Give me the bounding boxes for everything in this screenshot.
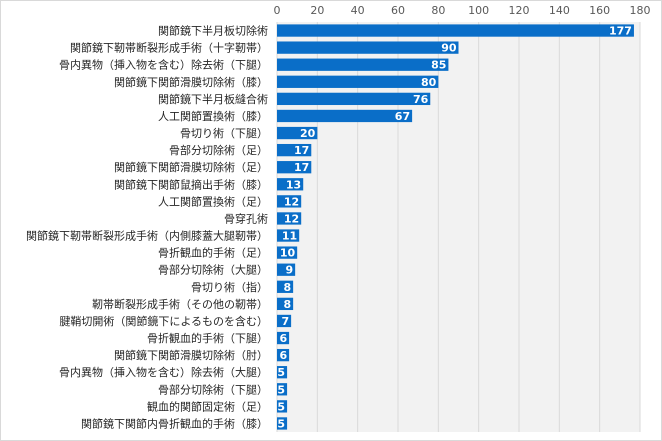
category-label: 骨折観血的手術（足） [158,246,268,260]
category-label: 骨内異物（挿入物を含む）除去術（大腿） [59,365,268,379]
x-tick-label: 20 [310,4,324,17]
bar [277,126,318,140]
data-label: 11 [282,230,297,243]
category-label: 関節鏡下半月板切除術 [158,24,268,38]
bar [277,109,413,123]
bar [277,178,304,191]
bar [277,41,459,54]
data-label: 67 [395,110,410,123]
bar [277,400,288,413]
bar [277,24,634,37]
category-label: 人工関節置換術（膝） [158,109,268,123]
category-label: 関節鏡下関節内骨折観血的手術（膝） [81,416,268,430]
bar [277,229,300,242]
data-label: 85 [431,59,446,72]
data-label: 12 [284,212,299,225]
bar [277,161,312,174]
data-label: 13 [286,178,301,191]
data-label: 20 [300,127,316,140]
bar [277,331,290,345]
data-label: 6 [279,332,287,345]
category-label: 骨部分切除術（大腿） [158,263,268,277]
bar [277,58,449,71]
bar [277,314,292,328]
data-label: 6 [279,349,287,362]
data-label: 5 [277,417,285,430]
x-tick-label: 40 [351,4,365,17]
category-label: 腱鞘切開術（関節鏡下によるものを含む） [59,314,268,328]
bar [277,383,288,396]
category-label: 関節鏡下関節滑膜切除術（足） [114,160,268,174]
bar [277,92,431,106]
data-label: 5 [277,366,285,379]
category-label: 骨内異物（挿入物を含む）除去術（下腿） [59,58,268,72]
x-tick-label: 100 [468,4,489,17]
data-label: 17 [294,161,309,174]
data-label: 90 [441,42,457,55]
bar [277,366,288,379]
x-tick-label: 80 [431,4,445,17]
category-label: 観血的関節固定術（足） [147,399,268,413]
category-label: 関節鏡下関節滑膜切除術（肘） [114,348,268,362]
category-label: 骨切り術（下腿） [180,127,268,140]
x-tick-label: 160 [589,4,610,17]
data-label: 9 [285,264,293,277]
bar [277,417,288,430]
category-label: 骨切り術（指） [191,280,268,294]
bar [277,348,290,362]
x-tick-label: 120 [509,4,530,17]
bar [277,280,294,293]
data-label: 76 [413,93,429,106]
data-label: 7 [281,315,289,328]
bar [277,297,294,311]
category-label: 関節鏡下半月板縫合術 [158,92,268,106]
category-label: 靭帯断裂形成手術（その他の靭帯） [92,297,268,311]
category-label: 関節鏡下関節鼠摘出手術（膝） [114,177,268,191]
x-tick-label: 140 [549,4,570,17]
category-label: 人工関節置換術（足） [158,194,268,208]
category-label: 関節鏡下靭帯断裂形成手術（十字靭帯） [70,41,268,55]
bar [277,75,439,88]
category-label: 関節鏡下関節滑膜切除術（膝） [114,75,268,89]
bar [277,143,312,157]
bar [277,195,302,208]
data-label: 12 [284,195,299,208]
category-label: 骨折観血的手術（下腿） [147,331,268,345]
data-label: 17 [294,144,309,157]
data-label: 8 [283,298,291,311]
data-label: 5 [277,383,285,396]
category-label: 関節鏡下靭帯断裂形成手術（内側膝蓋大腿靭帯） [26,229,268,243]
bar [277,263,296,276]
data-label: 5 [277,400,285,413]
category-label: 骨部分切除術（足） [169,143,268,157]
x-tick-label: 180 [630,4,651,17]
data-label: 80 [421,76,437,89]
bar [277,246,298,259]
bar [277,212,302,225]
data-label: 10 [280,247,296,260]
data-label: 177 [609,25,632,38]
x-tick-label: 60 [391,4,405,17]
category-label: 骨穿孔術 [224,211,268,225]
data-label: 8 [283,281,291,294]
category-label: 骨部分切除術（下腿） [158,382,268,396]
plot-area [277,22,640,432]
x-tick-label: 0 [274,4,281,17]
